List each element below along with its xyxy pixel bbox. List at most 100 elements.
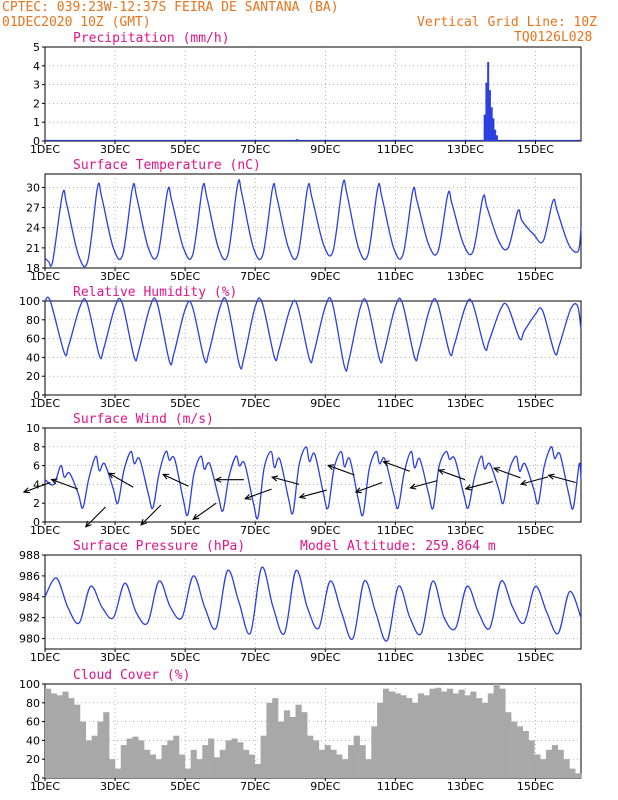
cloud-bar: [464, 695, 471, 778]
cloud-bar: [307, 735, 314, 778]
cloud-bar: [353, 735, 360, 778]
cloud-bar: [481, 702, 489, 778]
x-tick-label: 5DEC: [170, 397, 200, 410]
wind-arrow-head: [354, 487, 362, 494]
cloud-bar: [219, 749, 226, 778]
precip-bar: [490, 107, 493, 141]
wind-arrow-shaft: [162, 473, 189, 487]
wind-arrow-shaft: [192, 502, 217, 520]
x-tick-label: 7DEC: [240, 143, 270, 156]
cloud-bar: [114, 768, 122, 778]
cloud-bar: [272, 698, 279, 778]
x-tick-label: 13DEC: [447, 651, 484, 664]
cloud-bar: [202, 745, 209, 778]
y-tick-label: 980: [19, 633, 40, 646]
x-tick-label: 9DEC: [310, 397, 340, 410]
wind-arrow-head: [326, 464, 335, 471]
cloud-bar: [359, 745, 366, 778]
cloud-bar: [91, 735, 98, 778]
y-tick-label: 4: [33, 60, 40, 73]
cloud-bar: [120, 745, 127, 778]
panel-cloud: 0 20 40 60 80 100 1DEC 3DEC 5DEC 7DEC 9DEC 11DEC 13D…: [19, 668, 582, 793]
cloud-bar: [173, 735, 180, 778]
cloud-bar: [45, 688, 52, 778]
cloud-bar: [179, 754, 186, 778]
cloud-bar: [109, 759, 116, 778]
cloud-bar: [266, 702, 273, 778]
cloud-bar: [382, 688, 390, 778]
cloud-bar: [423, 695, 430, 778]
wind-arrow-shaft: [51, 479, 79, 490]
x-tick-label: 11DEC: [377, 270, 414, 283]
temp-series-line: [44, 179, 582, 268]
cloud-bar: [371, 726, 378, 778]
wind-arrow-head: [84, 520, 92, 528]
x-tick-label: 15DEC: [517, 651, 554, 664]
y-tick-label: 60: [26, 716, 40, 729]
cloud-bar: [342, 759, 349, 778]
y-tick-label: 40: [26, 734, 40, 747]
y-tick-label: 10: [26, 422, 40, 435]
y-tick-label: 60: [26, 333, 40, 346]
cloud-bar: [551, 745, 558, 778]
wind-arrow-shaft: [383, 461, 410, 472]
rh-series-line: [44, 296, 582, 372]
cloud-bar: [283, 710, 290, 778]
wind-arrow-head: [409, 483, 417, 490]
cloud-bar: [377, 702, 384, 778]
cloud-bar: [470, 691, 477, 778]
x-tick-label: 11DEC: [377, 651, 414, 664]
x-tick-label: 1DEC: [30, 651, 60, 664]
panel-frame: [44, 554, 582, 650]
cloud-bar: [441, 691, 448, 778]
wind-arrow-head: [107, 472, 116, 479]
wind-arrow-shaft: [23, 482, 51, 493]
y-tick-label: 80: [26, 314, 40, 327]
cloud-bar: [505, 712, 512, 778]
cloud-bar: [499, 688, 506, 778]
cloud-bar: [260, 735, 267, 778]
cloud-bar: [103, 712, 110, 778]
x-tick-label: 15DEC: [517, 270, 554, 283]
panel-title: Cloud Cover (%): [73, 668, 190, 683]
panel-precip: 0 1 2 3 4 5 1DEC 3DEC 5DEC 7DEC 9DEC 11DEC 13DEC 15DE…: [30, 31, 582, 156]
x-tick-label: 9DEC: [310, 270, 340, 283]
x-tick-label: 3DEC: [100, 524, 130, 537]
wind-arrow-shaft: [85, 506, 106, 528]
cloud-bar: [511, 721, 518, 778]
cloud-bar: [144, 749, 151, 778]
x-tick-label: 1DEC: [30, 143, 60, 156]
x-tick-label: 15DEC: [517, 397, 554, 410]
x-tick-label: 15DEC: [517, 143, 554, 156]
cloud-bar: [295, 704, 302, 778]
cloud-bar: [68, 698, 75, 778]
cloud-bar: [243, 749, 250, 778]
panel-frame: [44, 427, 582, 523]
x-tick-label: 3DEC: [100, 397, 130, 410]
x-tick-label: 3DEC: [100, 270, 130, 283]
x-tick-label: 1DEC: [30, 397, 60, 410]
cloud-bar: [476, 698, 483, 778]
x-tick-label: 13DEC: [447, 270, 484, 283]
pressure-series-line: [44, 566, 582, 642]
x-tick-label: 11DEC: [377, 143, 414, 156]
cloud-bar: [85, 740, 92, 778]
y-tick-label: 982: [19, 612, 40, 625]
cloud-bar: [569, 768, 576, 778]
x-tick-label: 15DEC: [517, 780, 554, 793]
wind-arrow-head: [140, 519, 147, 526]
wind-arrow-shaft: [108, 472, 134, 488]
cloud-bar: [225, 740, 232, 778]
wind-arrow-head: [437, 468, 445, 475]
cloud-bar: [447, 688, 454, 778]
cloud-bar: [336, 754, 343, 778]
y-tick-label: 100: [19, 678, 40, 691]
x-tick-label: 7DEC: [240, 651, 270, 664]
cloud-bar: [301, 712, 308, 778]
wind-arrow-head: [244, 493, 252, 500]
x-tick-label: 1DEC: [30, 780, 60, 793]
cloud-bar: [161, 745, 168, 778]
panel-title: Surface Temperature (nC): [73, 158, 261, 173]
y-tick-label: 100: [19, 295, 40, 308]
wind-arrow-head: [547, 473, 555, 480]
